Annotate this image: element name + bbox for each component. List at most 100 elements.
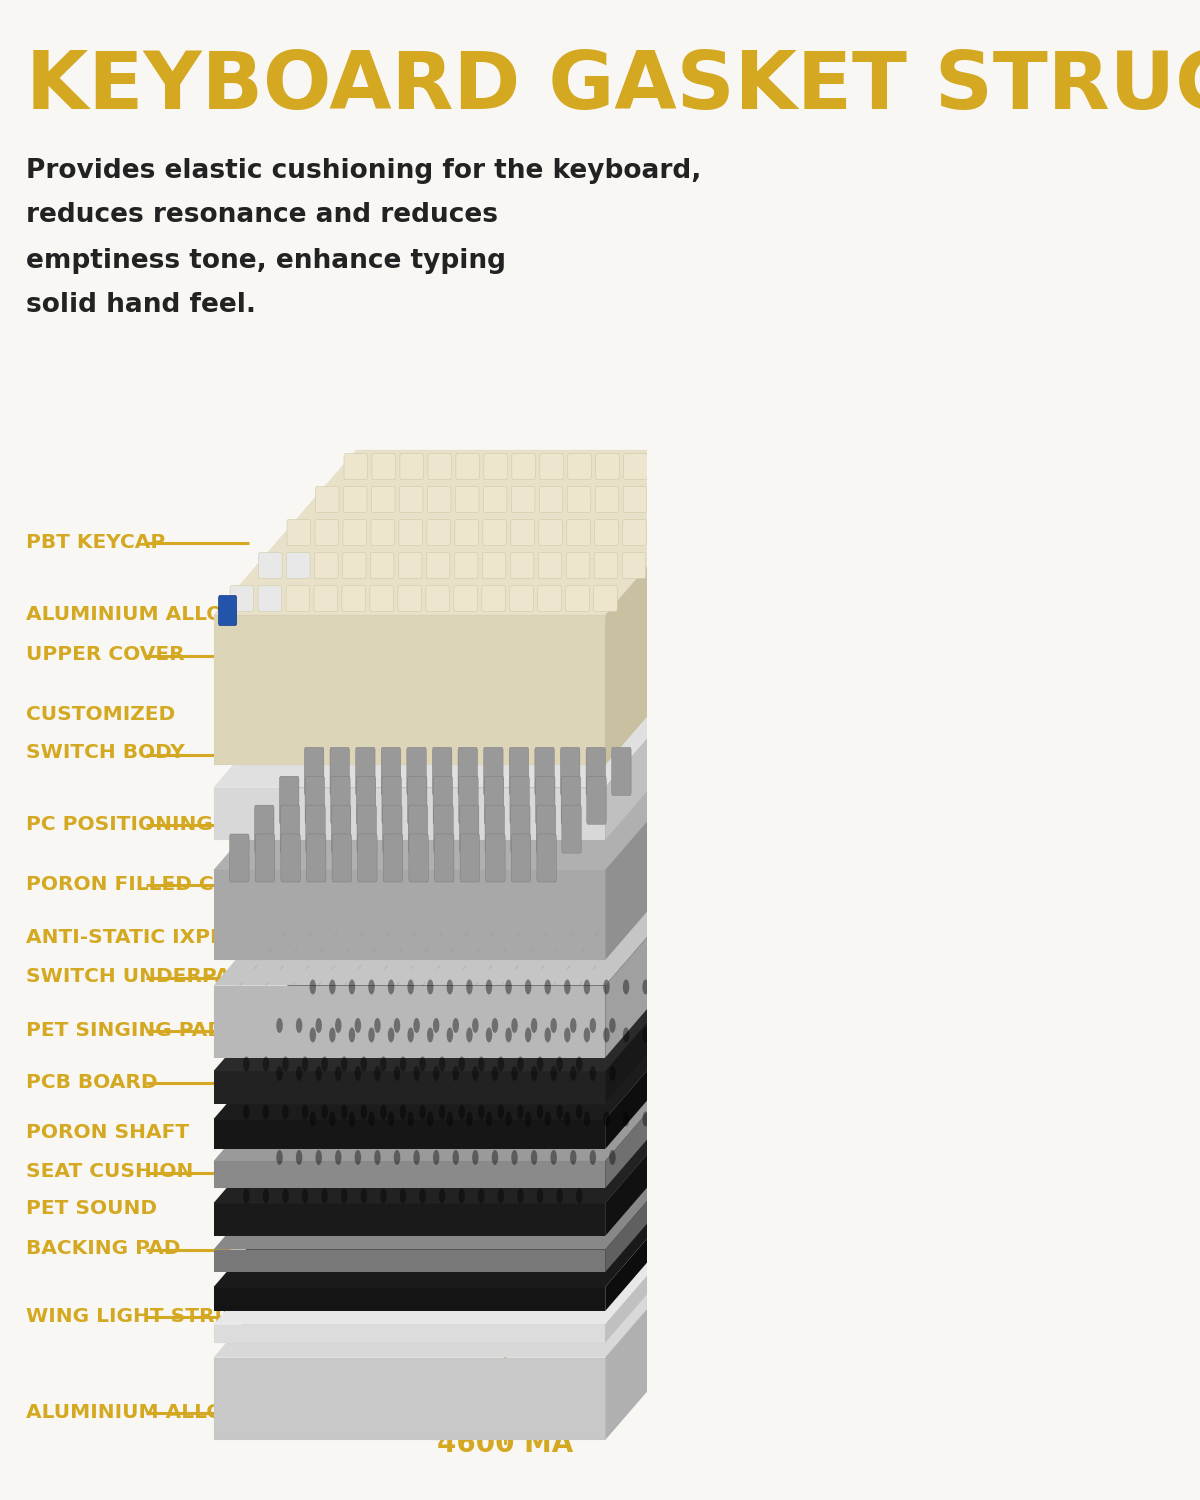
FancyBboxPatch shape	[482, 552, 506, 579]
Circle shape	[557, 1104, 563, 1119]
Circle shape	[400, 1056, 406, 1071]
Circle shape	[433, 1150, 439, 1166]
FancyBboxPatch shape	[383, 834, 403, 882]
FancyBboxPatch shape	[454, 585, 478, 612]
Circle shape	[368, 980, 374, 994]
Circle shape	[368, 1028, 374, 1042]
FancyBboxPatch shape	[510, 777, 529, 825]
Polygon shape	[214, 1122, 748, 1287]
Circle shape	[517, 1104, 523, 1119]
Circle shape	[589, 1066, 596, 1082]
Circle shape	[408, 980, 414, 994]
FancyBboxPatch shape	[510, 585, 533, 612]
Polygon shape	[214, 1084, 748, 1250]
FancyBboxPatch shape	[371, 519, 395, 546]
FancyBboxPatch shape	[370, 585, 394, 612]
Circle shape	[394, 1019, 401, 1034]
Polygon shape	[214, 1038, 748, 1203]
Circle shape	[433, 1066, 439, 1082]
FancyBboxPatch shape	[408, 806, 427, 853]
FancyBboxPatch shape	[426, 552, 450, 579]
Polygon shape	[214, 986, 605, 1058]
Circle shape	[570, 1150, 576, 1166]
Text: Provides elastic cushioning for the keyboard,: Provides elastic cushioning for the keyb…	[26, 158, 701, 183]
FancyBboxPatch shape	[305, 777, 324, 825]
Circle shape	[360, 1104, 367, 1119]
Circle shape	[623, 1028, 629, 1042]
FancyBboxPatch shape	[586, 747, 606, 795]
Circle shape	[564, 980, 570, 994]
Circle shape	[302, 1056, 308, 1071]
Circle shape	[551, 1066, 557, 1082]
Text: KEYBOARD GASKET STRUCTURE: KEYBOARD GASKET STRUCTURE	[26, 48, 1200, 126]
FancyBboxPatch shape	[482, 585, 505, 612]
Circle shape	[368, 1112, 374, 1126]
Circle shape	[349, 980, 355, 994]
Circle shape	[380, 1104, 386, 1119]
FancyBboxPatch shape	[594, 585, 617, 612]
Circle shape	[492, 1066, 498, 1082]
Circle shape	[452, 1066, 460, 1082]
FancyBboxPatch shape	[455, 486, 479, 513]
FancyBboxPatch shape	[400, 486, 422, 513]
Text: SEAT CUSHION: SEAT CUSHION	[26, 1162, 193, 1180]
Circle shape	[296, 1019, 302, 1034]
Text: 4600 MA: 4600 MA	[437, 1430, 574, 1458]
FancyBboxPatch shape	[229, 834, 250, 882]
FancyBboxPatch shape	[356, 806, 377, 853]
Text: PORON FILLED COTTON: PORON FILLED COTTON	[26, 876, 293, 894]
FancyBboxPatch shape	[511, 834, 530, 882]
FancyBboxPatch shape	[511, 806, 530, 853]
Circle shape	[316, 1150, 322, 1166]
Polygon shape	[214, 615, 605, 765]
FancyBboxPatch shape	[371, 552, 394, 579]
Circle shape	[263, 1188, 269, 1203]
FancyBboxPatch shape	[623, 519, 647, 546]
Text: CUSTOMIZED: CUSTOMIZED	[26, 705, 175, 723]
FancyBboxPatch shape	[342, 552, 366, 579]
FancyBboxPatch shape	[484, 747, 503, 795]
Polygon shape	[214, 1071, 605, 1104]
Circle shape	[433, 1019, 439, 1034]
Circle shape	[394, 1066, 401, 1082]
Text: PCB BOARD: PCB BOARD	[26, 1074, 157, 1092]
Circle shape	[517, 1188, 523, 1203]
Circle shape	[302, 1188, 308, 1203]
Circle shape	[551, 1150, 557, 1166]
FancyBboxPatch shape	[456, 453, 480, 480]
FancyBboxPatch shape	[458, 777, 478, 825]
Circle shape	[427, 1112, 433, 1126]
FancyBboxPatch shape	[455, 519, 479, 546]
Polygon shape	[605, 1192, 748, 1440]
Polygon shape	[605, 906, 748, 1104]
Circle shape	[355, 1019, 361, 1034]
FancyBboxPatch shape	[331, 806, 350, 853]
FancyBboxPatch shape	[536, 834, 557, 882]
FancyBboxPatch shape	[314, 552, 338, 579]
Polygon shape	[214, 906, 748, 1071]
Circle shape	[478, 1056, 485, 1071]
Circle shape	[472, 1066, 479, 1082]
Circle shape	[413, 1066, 420, 1082]
Circle shape	[545, 1112, 551, 1126]
Polygon shape	[214, 870, 605, 960]
FancyBboxPatch shape	[331, 777, 350, 825]
Circle shape	[335, 1019, 342, 1034]
FancyBboxPatch shape	[455, 552, 478, 579]
Circle shape	[524, 1112, 532, 1126]
Circle shape	[498, 1188, 504, 1203]
Circle shape	[472, 1150, 479, 1166]
FancyBboxPatch shape	[485, 777, 504, 825]
FancyBboxPatch shape	[511, 519, 534, 546]
Circle shape	[623, 1112, 629, 1126]
Text: PET SINGING PAD: PET SINGING PAD	[26, 1022, 224, 1040]
Text: PBT KEYCAP: PBT KEYCAP	[26, 534, 166, 552]
Circle shape	[355, 1150, 361, 1166]
FancyBboxPatch shape	[426, 585, 450, 612]
FancyBboxPatch shape	[280, 777, 299, 825]
Circle shape	[439, 1188, 445, 1203]
Circle shape	[276, 1150, 283, 1166]
Polygon shape	[214, 1160, 748, 1324]
FancyBboxPatch shape	[287, 552, 310, 579]
FancyBboxPatch shape	[314, 519, 338, 546]
